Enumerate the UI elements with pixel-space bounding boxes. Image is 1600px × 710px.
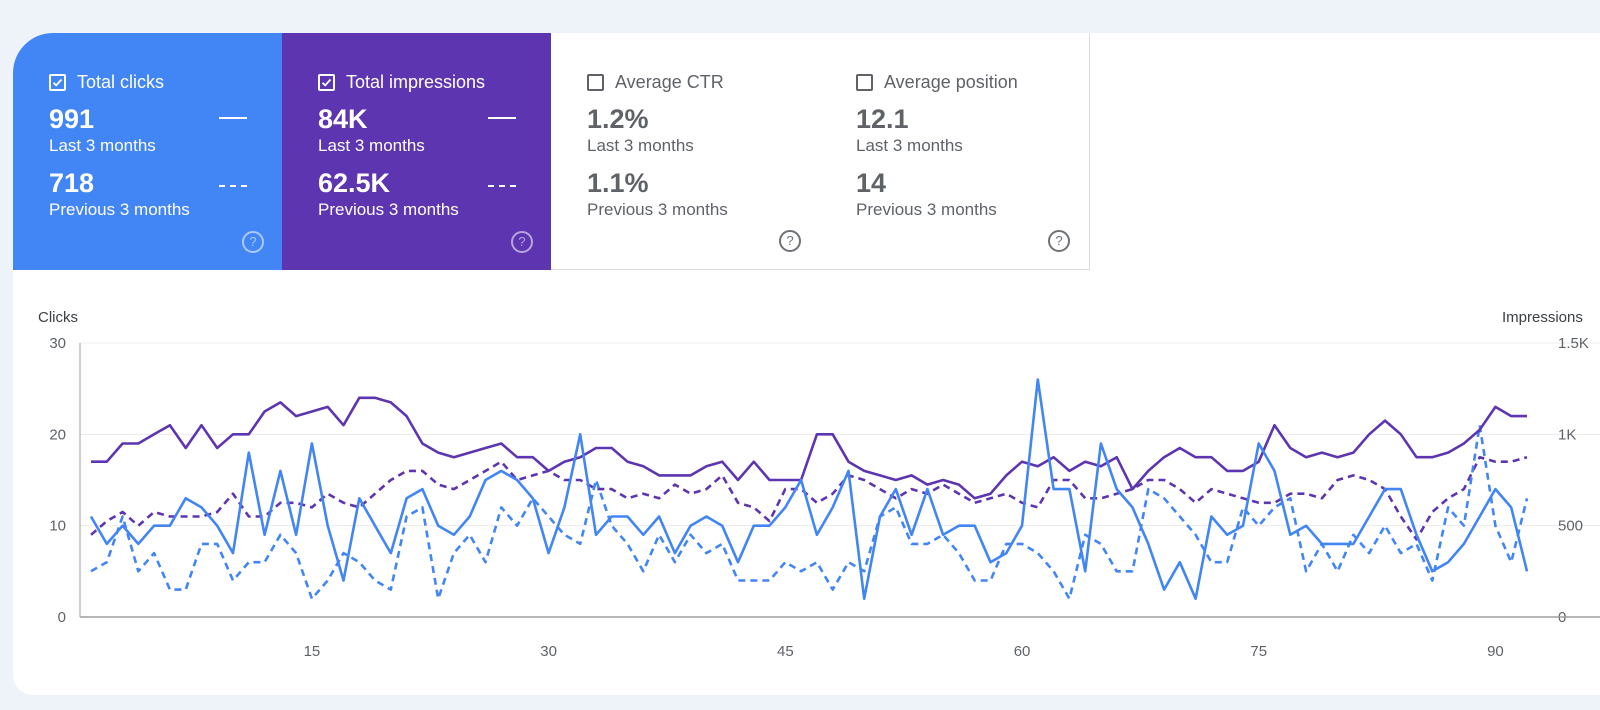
- left-axis-title: Clicks: [38, 309, 78, 326]
- metric-current-period: Last 3 months: [587, 136, 694, 155]
- metric-previous-period: Previous 3 months: [587, 200, 728, 219]
- series-impressions-current-line: [91, 396, 1527, 500]
- x-axis-tick-label: 15: [304, 643, 321, 660]
- series-clicks-previous-line: [90, 423, 1529, 601]
- left-axis-tick-label: 20: [49, 426, 66, 443]
- metric-tile-average-position[interactable]: Average position 12.1 Last 3 months 14 P…: [820, 33, 1090, 270]
- x-axis-tick-label: 60: [1014, 643, 1031, 660]
- metric-current-value: 84K: [318, 104, 368, 134]
- metric-previous-value: 62.5K: [318, 168, 391, 198]
- dashed-line-legend-icon: [488, 185, 516, 187]
- dashed-line-legend-icon: [219, 185, 247, 187]
- right-axis-tick-label: 500: [1558, 518, 1583, 535]
- metric-label: Average CTR: [615, 71, 724, 92]
- metric-previous-value: 718: [49, 168, 95, 198]
- right-axis-title: Impressions: [1502, 309, 1583, 326]
- left-axis-tick-label: 10: [49, 518, 66, 535]
- metric-current-period: Last 3 months: [856, 136, 963, 155]
- series-impressions-previous-line: [90, 455, 1528, 541]
- metric-label: Total clicks: [77, 71, 165, 92]
- metric-tile-total-impressions[interactable]: Total impressions 84K Last 3 months 62.5…: [282, 33, 552, 270]
- x-axis-tick-label: 30: [540, 643, 557, 660]
- solid-line-legend-icon: [488, 117, 516, 119]
- performance-card: Total clicks 991 Last 3 months 718 Previ…: [13, 33, 1600, 695]
- help-icon[interactable]: ?: [511, 231, 533, 253]
- metric-label: Average position: [884, 71, 1018, 92]
- checkbox-unchecked-icon[interactable]: [856, 73, 873, 91]
- left-axis-tick-label: 30: [49, 335, 66, 352]
- metric-current-value: 12.1: [856, 104, 909, 134]
- checkbox-checked-icon[interactable]: [49, 73, 66, 91]
- metric-label: Total impressions: [346, 71, 486, 92]
- checkbox-checked-icon[interactable]: [318, 73, 335, 91]
- right-axis-tick-label: 1.5K: [1558, 335, 1589, 352]
- metric-current-period: Last 3 months: [318, 136, 425, 155]
- metric-previous-period: Previous 3 months: [856, 200, 997, 219]
- help-icon[interactable]: ?: [242, 231, 264, 253]
- metric-previous-value: 14: [856, 168, 887, 198]
- x-axis-tick-label: 75: [1250, 643, 1267, 660]
- left-axis-tick-label: 0: [58, 609, 66, 626]
- help-icon[interactable]: ?: [779, 230, 801, 252]
- solid-line-legend-icon: [219, 117, 247, 119]
- metric-tile-total-clicks[interactable]: Total clicks 991 Last 3 months 718 Previ…: [13, 33, 283, 270]
- help-icon[interactable]: ?: [1048, 230, 1070, 252]
- metric-previous-period: Previous 3 months: [49, 200, 190, 219]
- x-axis-tick-label: 90: [1487, 643, 1504, 660]
- metric-current-value: 1.2%: [587, 104, 649, 134]
- metric-previous-period: Previous 3 months: [318, 200, 459, 219]
- checkbox-unchecked-icon[interactable]: [587, 73, 604, 91]
- right-axis-tick-label: 1K: [1558, 426, 1576, 443]
- metric-current-value: 991: [49, 104, 95, 134]
- metric-current-period: Last 3 months: [49, 136, 156, 155]
- series-clicks-current-line: [89, 378, 1529, 601]
- x-axis-tick-label: 45: [777, 643, 794, 660]
- metric-previous-value: 1.1%: [587, 168, 649, 198]
- metric-tile-average-ctr[interactable]: Average CTR 1.2% Last 3 months 1.1% Prev…: [551, 33, 821, 270]
